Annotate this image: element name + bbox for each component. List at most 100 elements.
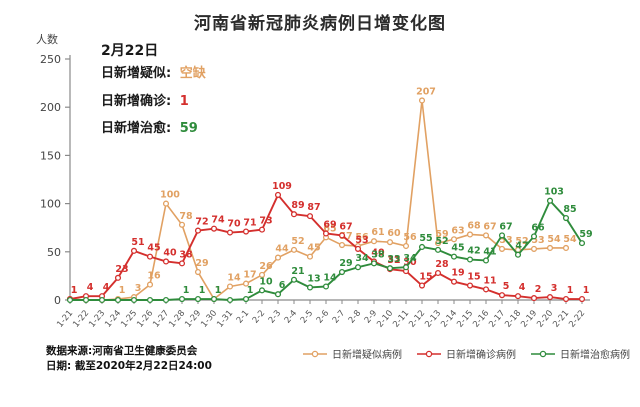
svg-text:63: 63 — [451, 225, 464, 236]
svg-text:53: 53 — [355, 235, 368, 246]
data-source-note: 数据来源:河南省卫生健康委员会 日期: 截至2020年2月22日24:00 — [46, 344, 212, 374]
svg-text:1: 1 — [215, 285, 222, 296]
svg-text:45: 45 — [451, 243, 464, 254]
svg-text:67: 67 — [339, 221, 352, 232]
svg-text:52: 52 — [291, 236, 304, 247]
legend-item-suspected: 日新增疑似病例 — [302, 346, 402, 361]
svg-text:2-20: 2-20 — [535, 309, 555, 330]
svg-text:1: 1 — [183, 285, 190, 296]
svg-text:2-21: 2-21 — [551, 309, 571, 330]
svg-text:1-25: 1-25 — [119, 309, 139, 330]
svg-text:1-27: 1-27 — [151, 309, 171, 330]
svg-text:2-6: 2-6 — [315, 309, 332, 326]
svg-text:45: 45 — [147, 243, 160, 254]
svg-text:1-30: 1-30 — [199, 309, 219, 330]
svg-text:53: 53 — [531, 235, 544, 246]
svg-text:59: 59 — [579, 229, 592, 240]
svg-text:2-11: 2-11 — [391, 309, 411, 330]
svg-text:2-7: 2-7 — [331, 309, 348, 326]
svg-text:100: 100 — [160, 190, 180, 201]
svg-text:0: 0 — [54, 294, 61, 307]
svg-text:61: 61 — [371, 227, 384, 238]
svg-text:1-29: 1-29 — [183, 309, 203, 330]
svg-text:1: 1 — [71, 285, 78, 296]
svg-text:1: 1 — [199, 285, 206, 296]
svg-text:45: 45 — [307, 243, 320, 254]
svg-text:50: 50 — [47, 246, 61, 259]
svg-text:52: 52 — [515, 236, 528, 247]
info-row-suspected: 日新增疑似: 空缺 — [101, 62, 206, 81]
svg-text:38: 38 — [371, 249, 385, 260]
svg-text:1-26: 1-26 — [135, 309, 155, 330]
svg-text:23: 23 — [115, 264, 128, 275]
svg-text:67: 67 — [483, 221, 496, 232]
svg-text:2-22: 2-22 — [567, 309, 587, 330]
svg-text:1-28: 1-28 — [167, 309, 187, 330]
svg-text:28: 28 — [435, 259, 449, 270]
svg-text:2: 2 — [535, 284, 542, 295]
svg-text:1-31: 1-31 — [215, 309, 235, 330]
svg-text:89: 89 — [291, 200, 304, 211]
chart-legend: 日新增疑似病例 日新增确诊病例 日新增治愈病例 — [0, 346, 630, 361]
svg-text:21: 21 — [291, 266, 304, 277]
legend-label-confirmed: 日新增确诊病例 — [446, 350, 516, 361]
svg-text:1: 1 — [567, 285, 574, 296]
svg-text:78: 78 — [179, 211, 193, 222]
svg-text:2-8: 2-8 — [347, 309, 364, 326]
source-line-1: 数据来源:河南省卫生健康委员会 — [46, 345, 198, 357]
svg-text:34: 34 — [355, 253, 369, 264]
svg-text:73: 73 — [259, 216, 272, 227]
info-row-confirmed: 日新增确诊: 1 — [101, 90, 189, 109]
svg-text:10: 10 — [259, 276, 273, 287]
svg-text:51: 51 — [131, 237, 144, 248]
svg-text:14: 14 — [227, 273, 241, 284]
svg-text:72: 72 — [195, 217, 208, 228]
line-chart-plot: 0501001502002501-211-221-231-241-251-261… — [40, 53, 593, 330]
svg-text:1: 1 — [583, 285, 590, 296]
legend-item-confirmed: 日新增确诊病例 — [416, 346, 516, 361]
svg-text:6: 6 — [279, 280, 286, 291]
svg-text:34: 34 — [403, 253, 417, 264]
svg-text:2-15: 2-15 — [455, 309, 475, 330]
svg-text:74: 74 — [211, 215, 225, 226]
info-value-cured: 59 — [179, 121, 198, 136]
svg-text:56: 56 — [403, 232, 417, 243]
svg-text:38: 38 — [179, 249, 193, 260]
svg-text:3: 3 — [135, 283, 142, 294]
svg-text:5: 5 — [503, 281, 510, 292]
svg-text:41: 41 — [483, 246, 496, 257]
svg-text:1-23: 1-23 — [87, 309, 107, 330]
svg-text:2-4: 2-4 — [283, 309, 300, 326]
info-label-confirmed: 日新增确诊: — [101, 94, 172, 109]
legend-item-cured: 日新增治愈病例 — [530, 346, 630, 361]
svg-text:2-1: 2-1 — [235, 309, 252, 326]
svg-text:40: 40 — [163, 247, 177, 258]
svg-text:69: 69 — [323, 219, 336, 230]
svg-text:87: 87 — [307, 202, 320, 213]
svg-text:14: 14 — [323, 273, 337, 284]
svg-text:109: 109 — [272, 181, 292, 192]
svg-text:2-14: 2-14 — [439, 309, 459, 330]
svg-text:2-10: 2-10 — [375, 309, 395, 330]
svg-text:1: 1 — [119, 285, 126, 296]
svg-text:32: 32 — [387, 255, 400, 266]
svg-text:40: 40 — [371, 247, 385, 258]
svg-text:207: 207 — [416, 86, 436, 97]
svg-text:2-12: 2-12 — [407, 309, 427, 330]
svg-text:70: 70 — [227, 219, 241, 230]
svg-text:2-3: 2-3 — [267, 309, 284, 326]
svg-text:52: 52 — [435, 236, 448, 247]
svg-text:11: 11 — [483, 275, 496, 286]
svg-text:150: 150 — [40, 149, 61, 162]
svg-text:1: 1 — [71, 285, 78, 296]
svg-text:4: 4 — [519, 282, 526, 293]
svg-text:103: 103 — [544, 187, 564, 198]
svg-text:1: 1 — [247, 285, 254, 296]
svg-text:54: 54 — [547, 234, 561, 245]
info-value-confirmed: 1 — [179, 94, 189, 109]
svg-text:26: 26 — [259, 261, 273, 272]
svg-text:2-17: 2-17 — [487, 309, 507, 330]
svg-text:2-5: 2-5 — [299, 309, 316, 326]
svg-text:33: 33 — [387, 254, 400, 265]
